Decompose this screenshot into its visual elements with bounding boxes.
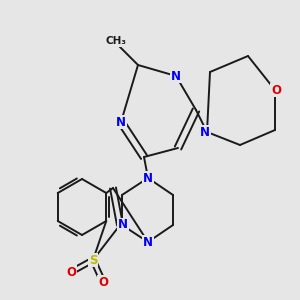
Text: N: N	[200, 125, 210, 139]
Text: CH₃: CH₃	[106, 36, 127, 46]
Text: O: O	[66, 266, 76, 278]
Text: N: N	[143, 172, 153, 184]
Text: O: O	[98, 275, 108, 289]
Text: S: S	[89, 254, 97, 266]
Text: N: N	[116, 116, 126, 128]
Text: O: O	[271, 83, 281, 97]
Text: N: N	[118, 218, 128, 232]
Text: N: N	[171, 70, 181, 83]
Text: N: N	[143, 236, 153, 248]
